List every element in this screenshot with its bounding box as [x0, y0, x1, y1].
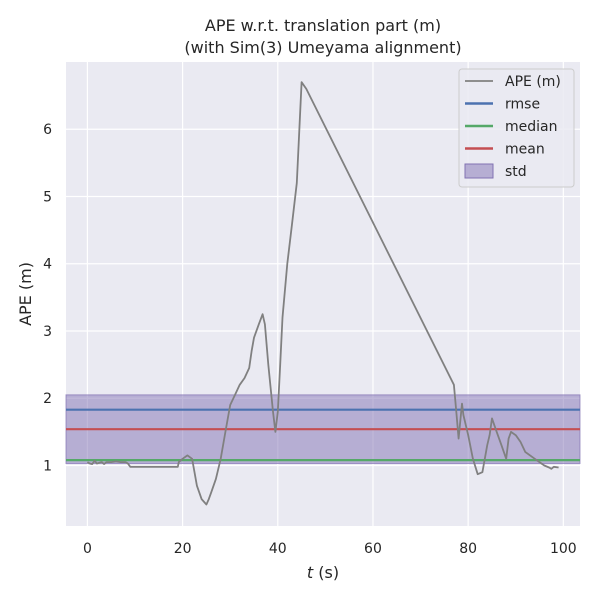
legend-label: median: [505, 119, 557, 135]
y-tick-label: 4: [43, 257, 52, 273]
x-tick-label: 40: [269, 541, 287, 557]
x-tick-label: 20: [174, 541, 192, 557]
chart-title: APE w.r.t. translation part (m): [205, 16, 441, 35]
x-axis-label: t (s): [307, 563, 339, 582]
y-tick-labels: 1 2 3 4 5 6: [43, 122, 52, 474]
legend-label: mean: [505, 142, 545, 158]
legend-label: rmse: [505, 97, 540, 113]
y-tick-label: 1: [43, 458, 52, 474]
x-axis-label-var: t: [307, 563, 314, 582]
y-tick-label: 5: [43, 189, 52, 205]
x-tick-label: 80: [459, 541, 477, 557]
x-tick-label: 100: [550, 541, 577, 557]
legend: APE (m) rmse median mean std: [458, 68, 575, 188]
x-axis-label-unit: (s): [318, 563, 339, 582]
legend-box: [458, 68, 575, 188]
x-tick-label: 60: [364, 541, 382, 557]
y-tick-label: 3: [43, 324, 52, 340]
x-tick-labels: 0 20 40 60 80 100: [83, 541, 577, 557]
legend-label: APE (m): [505, 74, 561, 90]
statistics-layer: [65, 394, 581, 464]
series-line-ape: [86, 81, 559, 506]
legend-label: std: [505, 164, 527, 180]
x-tick-label: 0: [83, 541, 92, 557]
chart-subtitle: (with Sim(3) Umeyama alignment): [184, 38, 461, 57]
legend-swatch-std: [464, 163, 494, 179]
y-tick-label: 2: [43, 391, 52, 407]
y-tick-label: 6: [43, 122, 52, 138]
y-axis-label: APE (m): [16, 262, 35, 326]
